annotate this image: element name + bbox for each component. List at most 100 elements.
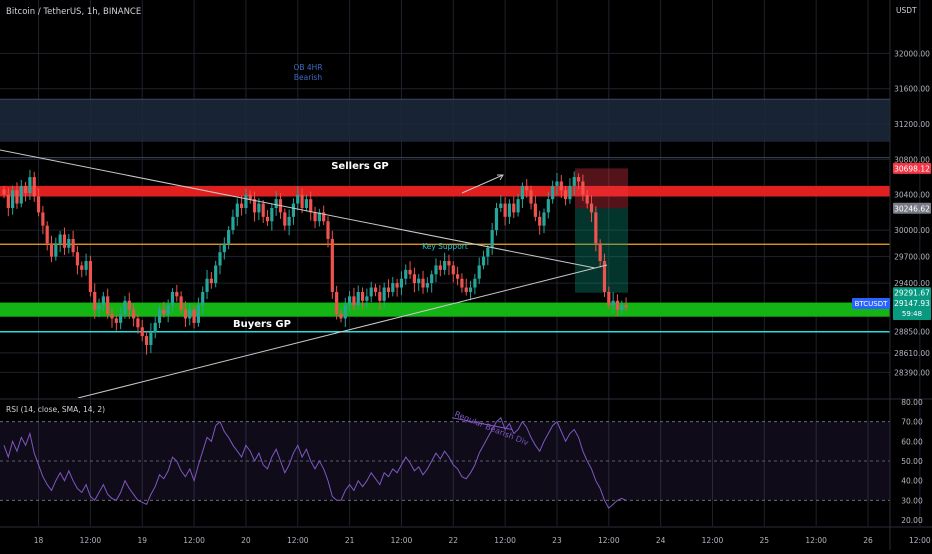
time-tick-label: 18 (34, 536, 44, 545)
ob-label-2: Bearish (294, 73, 322, 82)
candle-body (54, 243, 58, 257)
currency-label: USDT (896, 6, 917, 15)
candle-body (594, 212, 598, 244)
sellers-gp-label: Sellers GP (331, 161, 389, 172)
candle-body (123, 300, 127, 315)
candle-body (97, 305, 101, 310)
candle-body (447, 261, 451, 266)
buyers-gp-zone (0, 302, 890, 317)
candle-body (468, 287, 473, 292)
candle-body (132, 309, 136, 319)
price-label-green: 29291.67 (893, 287, 931, 299)
time-tick-label: 12:00 (909, 536, 931, 545)
candle-body (28, 177, 32, 193)
candle-body (240, 203, 244, 208)
time-tick-label: 12:00 (287, 536, 309, 545)
candle-body (166, 305, 170, 315)
candle-body (421, 278, 425, 288)
candle-body (227, 230, 231, 244)
candle-body (67, 238, 71, 248)
candle-body (520, 185, 524, 200)
candle-body (529, 190, 533, 204)
candle-body (110, 314, 114, 319)
candle-body (322, 212, 326, 222)
rsi-line (3, 416, 627, 509)
candle-body (611, 300, 615, 306)
candle-body (430, 274, 434, 284)
candle-body (598, 243, 602, 262)
svg-text:29147.93: 29147.93 (894, 299, 930, 308)
candle-body (572, 177, 576, 186)
candle-body (352, 296, 356, 306)
descending-trendline (0, 149, 596, 269)
svg-text:BTCUSDT: BTCUSDT (855, 300, 889, 308)
candle-body (386, 287, 391, 292)
candle-body (170, 291, 175, 306)
candle-body (162, 309, 166, 315)
ob-4hr-zone (0, 99, 890, 142)
rsi-tick-label: 20.00 (901, 516, 923, 525)
candle-body (365, 296, 369, 301)
candle-body (503, 203, 507, 217)
candle-body (477, 265, 481, 279)
candle-body (499, 203, 503, 208)
time-tick-label: 12:00 (183, 536, 205, 545)
candle-body (283, 212, 287, 226)
candle-body (434, 265, 438, 275)
candle-body (360, 291, 365, 301)
candle-body (538, 216, 542, 226)
candle-body (296, 194, 300, 204)
candle-body (300, 194, 304, 208)
price-tick-label: 31600.00 (894, 85, 930, 94)
time-tick-label: 23 (552, 536, 562, 545)
rsi-pane[interactable] (0, 416, 890, 509)
candle-body (412, 274, 416, 284)
candle-body (265, 216, 270, 222)
candles[interactable] (2, 169, 628, 355)
candle-body (348, 296, 352, 306)
candle-body (24, 185, 28, 193)
candle-body (443, 261, 447, 270)
key-support-label: Key Support (422, 242, 468, 251)
candle-body (205, 278, 209, 292)
rsi-tick-label: 40.00 (901, 477, 923, 486)
candle-body (555, 181, 559, 186)
candle-body (481, 256, 486, 266)
time-tick-label: 26 (863, 536, 873, 545)
candle-body (235, 203, 239, 217)
arrow-shaft (461, 174, 504, 194)
arrow-head (497, 174, 504, 181)
candle-body (408, 269, 412, 275)
candle-body (564, 190, 568, 200)
candle-body (343, 305, 347, 319)
candle-body (19, 185, 23, 204)
price-tick-label: 28610.00 (894, 349, 930, 358)
zones (0, 98, 890, 333)
time-tick-label: 21 (345, 536, 355, 545)
candle-body (451, 265, 455, 275)
candle-body (456, 274, 460, 279)
candle-body (62, 234, 67, 248)
candle-body (209, 278, 213, 284)
candle-body (270, 208, 274, 222)
candle-body (261, 203, 265, 217)
candle-body (309, 199, 313, 213)
candle-body (581, 181, 585, 195)
time-tick-label: 12:00 (805, 536, 827, 545)
candle-body (41, 212, 45, 226)
candle-body (188, 309, 192, 319)
price-tick-label: 32000.00 (894, 49, 930, 58)
candle-body (218, 252, 222, 266)
candle-body (140, 327, 144, 337)
candle-body (291, 203, 296, 217)
candle-body (330, 238, 334, 292)
price-label-top-red: 30698.12 (893, 162, 931, 174)
time-tick-label: 12:00 (598, 536, 620, 545)
candle-body (287, 216, 291, 226)
candle-body (32, 177, 36, 197)
drawings[interactable] (0, 149, 608, 398)
svg-text:30246.62: 30246.62 (894, 204, 930, 213)
